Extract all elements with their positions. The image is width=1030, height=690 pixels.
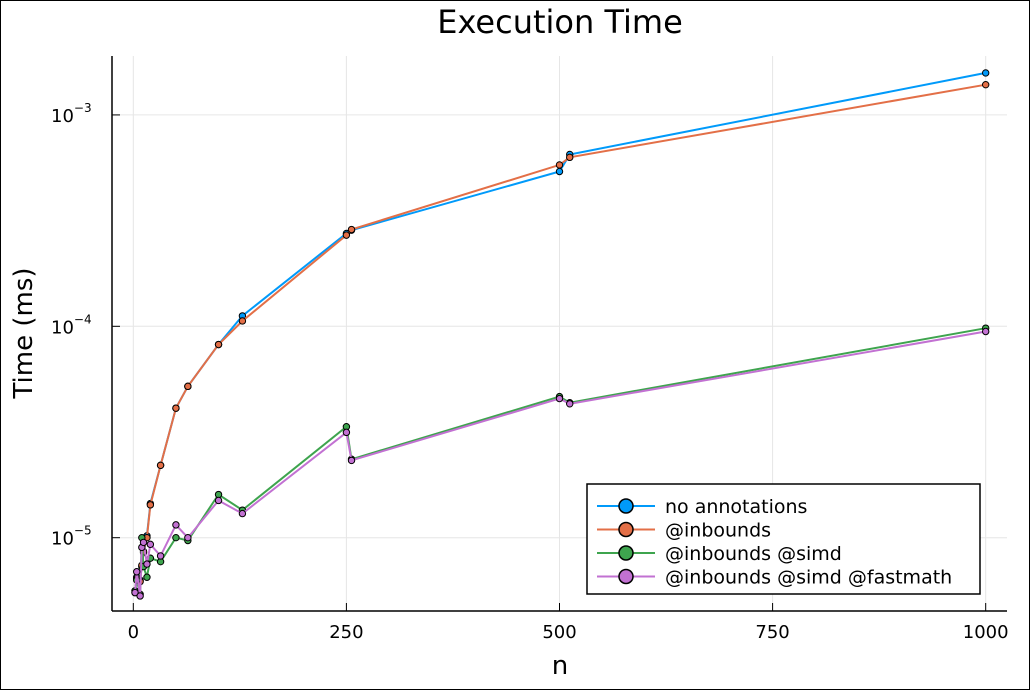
legend-marker [618,545,634,561]
data-point [172,521,180,529]
data-point [347,225,356,234]
data-point [566,153,574,162]
x-tick-label: 500 [542,622,576,643]
data-point [133,568,141,576]
data-point [342,231,351,239]
data-point [981,327,990,336]
legend-label: @inbounds @simd [665,543,842,565]
legend-marker [618,521,634,538]
x-tick-label: 0 [128,622,139,643]
legend-label: @inbounds [665,520,771,542]
data-point [146,501,155,509]
data-point [566,400,574,408]
series [131,69,990,600]
data-point [184,533,192,542]
data-point [136,592,144,600]
x-tick-label: 250 [329,622,363,643]
data-point [146,540,155,549]
legend-marker [618,498,634,514]
data-point [139,538,148,547]
legend-label: @inbounds @simd @fastmath [665,567,952,589]
data-point [156,552,165,560]
axes: 0 250 500 750 1000 10−5 10−4 10−3 [51,56,1009,643]
legend-label: no annotations [665,496,807,518]
y-axis-title: Time (ms) [9,267,39,399]
data-point [214,340,223,349]
data-point [981,69,990,77]
data-point [143,573,151,581]
y-tick-label: 10−5 [51,524,92,550]
data-point [555,394,564,403]
data-point [131,588,139,597]
x-axis-title: n [552,651,568,681]
data-point [172,404,180,412]
y-tick-label: 10−3 [51,101,92,127]
data-point [143,560,151,568]
data-point [184,382,192,391]
data-point [238,317,247,325]
data-point [981,80,990,89]
legend-marker [618,568,634,585]
data-point [238,509,247,518]
data-point [156,461,165,470]
chart-title: Execution Time [437,3,683,41]
data-point [555,161,564,169]
data-point [214,496,223,505]
x-tick-label: 1000 [963,622,1009,643]
data-point [347,456,356,465]
legend: no annotations@inbounds@inbounds @simd@i… [586,483,981,595]
y-tick-label: 10−4 [51,312,92,338]
data-point [555,167,564,176]
data-point [172,533,180,542]
x-tick-label: 750 [755,622,789,643]
data-point [342,428,351,437]
